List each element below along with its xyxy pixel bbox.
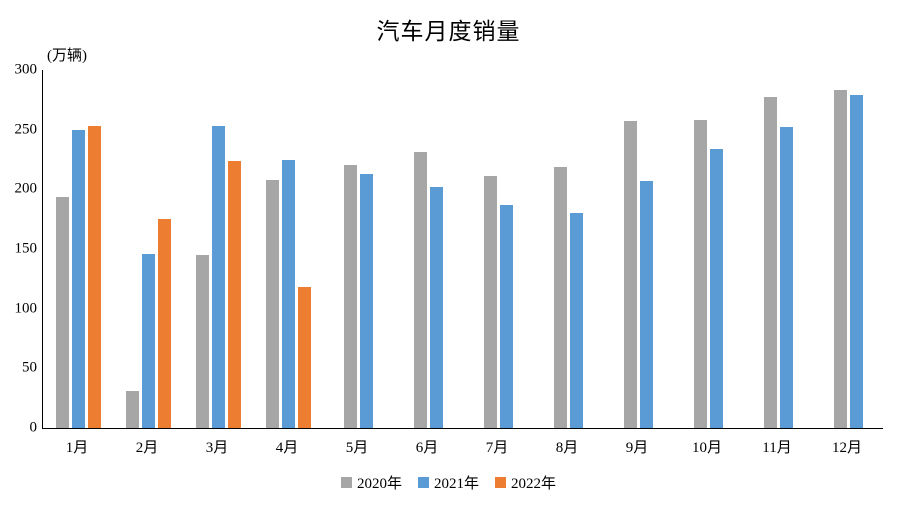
bar-2020年-8月 bbox=[553, 166, 567, 428]
y-axis-tick-label: 100 bbox=[14, 300, 38, 317]
bar-2020年-6月 bbox=[413, 152, 427, 428]
bar-2021年-4月 bbox=[281, 159, 295, 428]
legend-swatch-icon bbox=[340, 477, 352, 488]
x-axis-tick-labels: 1月 2月 3月 4月 5月 6月 7月 8月 9月 10月 11月 12月 bbox=[42, 436, 882, 457]
y-axis-tick-label: 250 bbox=[14, 121, 38, 138]
bar-2020年-5月 bbox=[343, 165, 357, 428]
legend-item-2021年: 2021年 bbox=[417, 472, 479, 493]
bar-2022年-4月 bbox=[297, 287, 311, 428]
y-axis-tick-label: 0 bbox=[29, 419, 38, 436]
bar-2020年-9月 bbox=[623, 121, 637, 428]
bar-2021年-6月 bbox=[429, 186, 443, 428]
x-axis-tick-label: 3月 bbox=[205, 440, 229, 456]
bar-group bbox=[813, 70, 883, 428]
y-axis-tick-labels: 0 50 100 150 200 250 300 bbox=[0, 62, 38, 435]
x-axis-tick-label: 2月 bbox=[135, 440, 159, 456]
bar-2020年-12月 bbox=[833, 90, 847, 428]
x-axis-tick-label: 10月 bbox=[691, 440, 722, 456]
legend-label: 2020年 bbox=[356, 476, 402, 492]
x-axis-tick-label: 8月 bbox=[555, 440, 579, 456]
bar-2020年-2月 bbox=[125, 391, 139, 428]
bar-group bbox=[743, 70, 813, 428]
bar-2021年-5月 bbox=[359, 173, 373, 428]
bar-2020年-11月 bbox=[763, 97, 777, 428]
bar-2021年-2月 bbox=[141, 253, 155, 428]
bar-2021年-9月 bbox=[639, 180, 653, 428]
bar-2020年-4月 bbox=[265, 179, 279, 428]
plot-area bbox=[42, 70, 883, 429]
bar-2020年-10月 bbox=[693, 120, 707, 428]
bar-2020年-7月 bbox=[483, 176, 497, 428]
bar-group bbox=[673, 70, 743, 428]
bar-group bbox=[113, 70, 183, 428]
legend-swatch-icon bbox=[417, 477, 429, 488]
x-axis-tick-label: 4月 bbox=[275, 440, 299, 456]
bar-2020年-1月 bbox=[55, 196, 69, 428]
bar-group bbox=[463, 70, 533, 428]
bar-2022年-2月 bbox=[157, 219, 171, 428]
bar-2022年-3月 bbox=[227, 160, 241, 428]
x-axis-tick-label: 12月 bbox=[831, 440, 862, 456]
legend-label: 2022年 bbox=[511, 476, 557, 492]
y-axis-tick-label: 200 bbox=[14, 180, 38, 197]
x-axis-tick-label: 7月 bbox=[485, 440, 509, 456]
legend: 2020年 2021年 2022年 bbox=[0, 472, 897, 493]
y-axis-tick-label: 50 bbox=[22, 359, 37, 376]
bar-2020年-3月 bbox=[195, 254, 209, 428]
legend-label: 2021年 bbox=[433, 476, 479, 492]
bar-2021年-12月 bbox=[849, 95, 863, 428]
y-axis-unit-label: (万辆) bbox=[47, 48, 87, 64]
legend-swatch-icon bbox=[495, 477, 506, 488]
chart-title: 汽车月度销量 bbox=[376, 19, 521, 44]
bar-2021年-3月 bbox=[211, 126, 225, 428]
bar-group bbox=[323, 70, 393, 428]
bar-2021年-1月 bbox=[71, 129, 85, 428]
legend-item-2020年: 2020年 bbox=[340, 472, 402, 493]
bar-group bbox=[183, 70, 253, 428]
bar-group bbox=[43, 70, 113, 428]
bar-2021年-10月 bbox=[709, 148, 723, 428]
bar-2021年-8月 bbox=[569, 213, 583, 428]
x-axis-tick-label: 5月 bbox=[345, 440, 369, 456]
legend-item-2022年: 2022年 bbox=[495, 472, 556, 493]
bar-2021年-7月 bbox=[499, 204, 513, 428]
bar-group bbox=[603, 70, 673, 428]
bar-group bbox=[533, 70, 603, 428]
y-axis-tick-label: 300 bbox=[14, 61, 38, 78]
bar-group bbox=[253, 70, 323, 428]
y-axis-tick-label: 150 bbox=[14, 240, 38, 257]
bar-2022年-1月 bbox=[87, 126, 101, 428]
x-axis-tick-label: 1月 bbox=[65, 440, 89, 456]
x-axis-tick-label: 11月 bbox=[762, 440, 792, 456]
x-axis-tick-label: 9月 bbox=[625, 440, 649, 456]
bar-group bbox=[393, 70, 463, 428]
x-axis-tick-label: 6月 bbox=[415, 440, 439, 456]
bar-2021年-11月 bbox=[779, 127, 793, 428]
